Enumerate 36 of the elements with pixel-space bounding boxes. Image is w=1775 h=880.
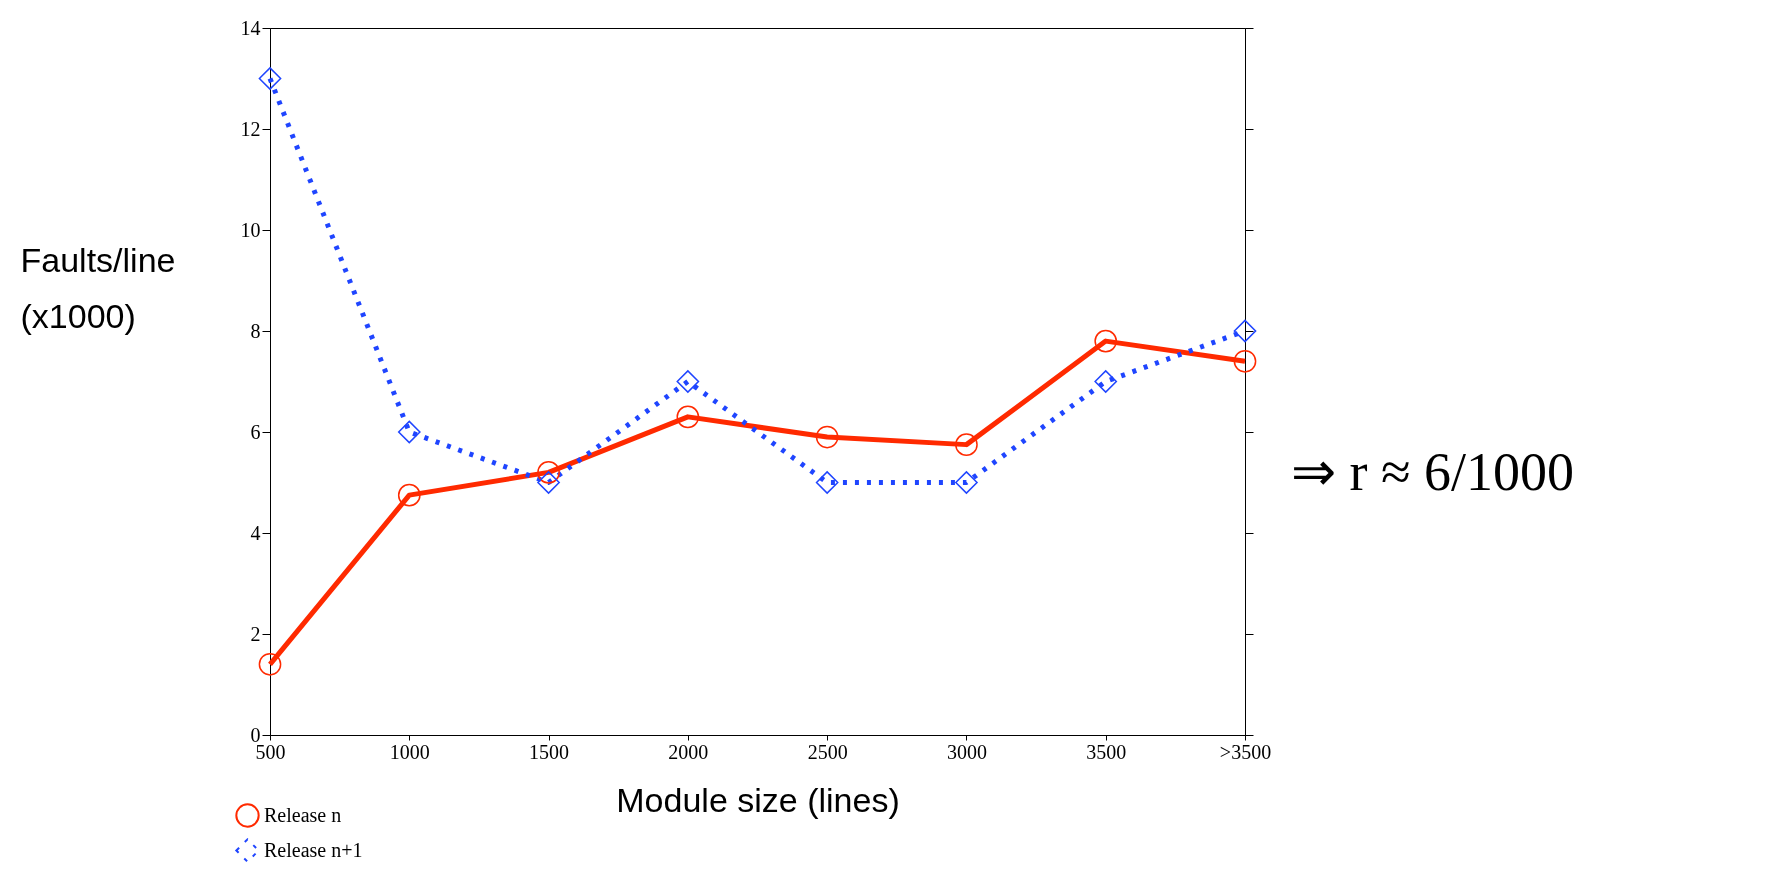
legend-label: Release n+1: [264, 838, 363, 861]
point: [397, 483, 421, 507]
point: [815, 425, 839, 449]
y-tick-label: 12: [240, 117, 261, 140]
x-tick-label: 2500: [807, 740, 848, 763]
y-tick-label: 14: [240, 16, 261, 39]
point: [676, 405, 700, 429]
x-tick-label: 1500: [529, 740, 570, 763]
point: [955, 471, 978, 494]
y-tick-label: 10: [240, 218, 261, 241]
point: [1233, 319, 1257, 343]
point: [537, 471, 560, 494]
point: [1094, 370, 1118, 393]
y-tick-label: 2: [250, 622, 261, 645]
point: [955, 433, 978, 456]
point: [815, 471, 839, 494]
point: [1233, 349, 1257, 373]
x-axis-title: Module size (lines): [616, 780, 900, 819]
y-tick-label: 6: [250, 420, 261, 443]
point: [397, 420, 421, 444]
text: ⇒ r ≈ 6/1000: [1291, 441, 1575, 503]
y-axis-title: Faults/line (x1000): [20, 240, 176, 335]
point: [676, 370, 700, 393]
point: [258, 652, 282, 676]
y-tick-label: 8: [250, 319, 261, 342]
y-tick-label: 4: [250, 521, 261, 544]
legend-label: Release n: [264, 803, 342, 826]
x-tick-label: 2000: [668, 740, 709, 763]
point: [258, 67, 282, 90]
point: [537, 461, 560, 484]
point: [1094, 329, 1118, 353]
y-tick-label: 0: [250, 723, 261, 746]
x-tick-label: 3500: [1086, 740, 1127, 763]
x-tick-label: 3000: [946, 740, 987, 763]
x-tick-label: >3500: [1219, 740, 1272, 763]
x-tick-label: 1000: [389, 740, 430, 763]
